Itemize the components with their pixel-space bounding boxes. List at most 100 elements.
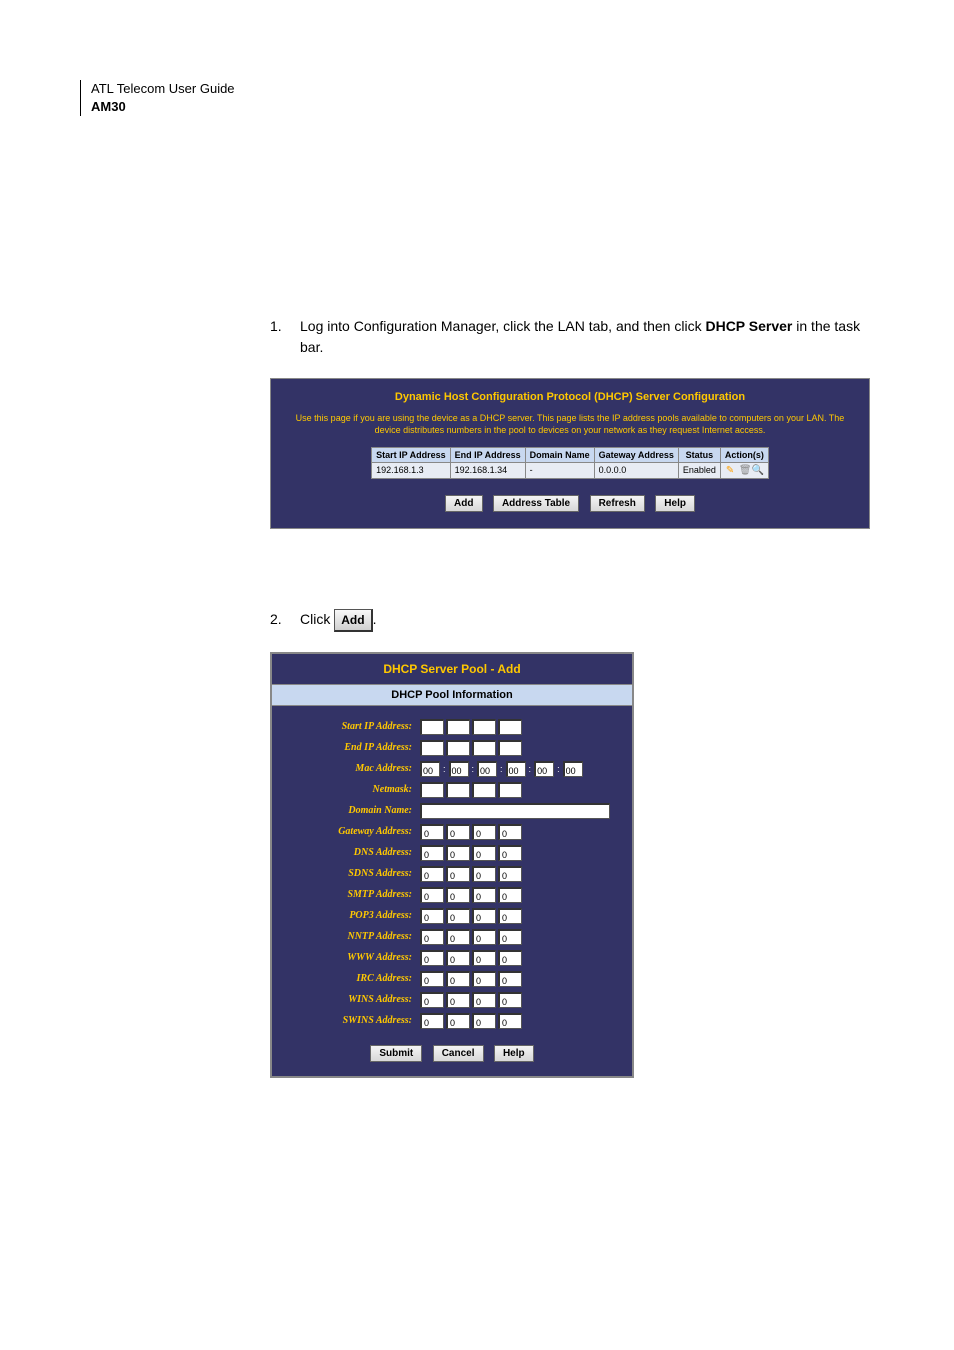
row-netmask: Netmask: — [282, 782, 622, 798]
ip-octet-input[interactable]: 0 — [446, 1013, 470, 1029]
mac-octet-input[interactable]: 00 — [534, 761, 554, 777]
dhcp-pool-add-screenshot: DHCP Server Pool - Add DHCP Pool Informa… — [270, 652, 634, 1078]
ip-octet-input[interactable]: 0 — [472, 824, 496, 840]
edit-icon[interactable]: ✎ — [726, 465, 737, 476]
label-wins: WINS Address: — [282, 994, 420, 1005]
step-text: Log into Configuration Manager, click th… — [300, 316, 870, 358]
ip-octet-input[interactable] — [498, 719, 522, 735]
ip-octet-input[interactable]: 0 — [498, 950, 522, 966]
ip-octet-input[interactable]: 0 — [446, 929, 470, 945]
ip-octet-input[interactable]: 0 — [472, 845, 496, 861]
help-button[interactable]: Help — [655, 495, 695, 512]
ip-octet-input[interactable]: 0 — [498, 908, 522, 924]
ip-octet-input[interactable] — [472, 740, 496, 756]
ip-octet-input[interactable]: 0 — [446, 866, 470, 882]
ip-octet-input[interactable]: 0 — [498, 1013, 522, 1029]
col-start-ip: Start IP Address — [372, 447, 451, 462]
ip-octet-input[interactable]: 0 — [446, 950, 470, 966]
label-smtp: SMTP Address: — [282, 889, 420, 900]
ip-octet-input[interactable]: 0 — [472, 950, 496, 966]
row-sdns: SDNS Address: 0 0 0 0 — [282, 866, 622, 882]
ip-octet-input[interactable]: 0 — [420, 824, 444, 840]
add-button-image: Add — [334, 609, 372, 632]
ip-octet-input[interactable]: 0 — [420, 1013, 444, 1029]
row-start-ip: Start IP Address: — [282, 719, 622, 735]
ip-octet-input[interactable]: 0 — [498, 866, 522, 882]
address-table-button[interactable]: Address Table — [493, 495, 579, 512]
cell-actions: ✎🗑🔍 — [720, 462, 768, 478]
ip-octet-input[interactable]: 0 — [446, 971, 470, 987]
ip-octet-input[interactable] — [446, 782, 470, 798]
step-number: 2. — [270, 609, 300, 632]
ip-octet-input[interactable]: 0 — [472, 887, 496, 903]
ip-octet-input[interactable] — [472, 719, 496, 735]
col-end-ip: End IP Address — [450, 447, 525, 462]
view-icon[interactable]: 🔍 — [752, 465, 763, 476]
row-nntp: NNTP Address: 0 0 0 0 — [282, 929, 622, 945]
ip-octet-input[interactable]: 0 — [498, 929, 522, 945]
ip-octet-input[interactable]: 0 — [420, 887, 444, 903]
cell-status: Enabled — [678, 462, 720, 478]
table-header-row: Start IP Address End IP Address Domain N… — [372, 447, 769, 462]
ip-octet-input[interactable]: 0 — [498, 971, 522, 987]
mac-octet-input[interactable]: 00 — [563, 761, 583, 777]
mac-octet-input[interactable]: 00 — [449, 761, 469, 777]
ip-octet-input[interactable]: 0 — [472, 971, 496, 987]
screenshot-title: Dynamic Host Configuration Protocol (DHC… — [285, 391, 855, 403]
help-button[interactable]: Help — [494, 1045, 534, 1062]
cancel-button[interactable]: Cancel — [433, 1045, 484, 1062]
label-irc: IRC Address: — [282, 973, 420, 984]
ip-octet-input[interactable]: 0 — [420, 908, 444, 924]
dhcp-pool-table: Start IP Address End IP Address Domain N… — [371, 447, 769, 479]
header-line1: ATL Telecom User Guide — [91, 80, 874, 98]
add-button[interactable]: Add — [445, 495, 482, 512]
ip-octet-input[interactable]: 0 — [472, 908, 496, 924]
ip-octet-input[interactable]: 0 — [420, 971, 444, 987]
label-pop3: POP3 Address: — [282, 910, 420, 921]
domain-name-input[interactable] — [420, 803, 610, 819]
form-subtitle: DHCP Pool Information — [272, 684, 632, 706]
ip-octet-input[interactable]: 0 — [420, 950, 444, 966]
button-row: Add Address Table Refresh Help — [285, 493, 855, 512]
ip-octet-input[interactable]: 0 — [498, 887, 522, 903]
submit-button[interactable]: Submit — [370, 1045, 422, 1062]
ip-octet-input[interactable]: 0 — [498, 824, 522, 840]
ip-octet-input[interactable]: 0 — [472, 1013, 496, 1029]
ip-octet-input[interactable]: 0 — [420, 992, 444, 1008]
ip-octet-input[interactable]: 0 — [498, 992, 522, 1008]
mac-octet-input[interactable]: 00 — [477, 761, 497, 777]
ip-octet-input[interactable]: 0 — [472, 992, 496, 1008]
ip-octet-input[interactable]: 0 — [472, 866, 496, 882]
ip-octet-input[interactable] — [446, 740, 470, 756]
ip-octet-input[interactable]: 0 — [420, 866, 444, 882]
ip-octet-input[interactable]: 0 — [446, 824, 470, 840]
delete-icon[interactable]: 🗑 — [739, 465, 750, 476]
ip-octet-input[interactable]: 0 — [446, 887, 470, 903]
form-button-row: Submit Cancel Help — [282, 1043, 622, 1062]
ip-octet-input[interactable] — [420, 740, 444, 756]
mac-octet-input[interactable]: 00 — [420, 761, 440, 777]
ip-octet-input[interactable] — [420, 719, 444, 735]
ip-octet-input[interactable] — [446, 719, 470, 735]
ip-octet-input[interactable]: 0 — [420, 845, 444, 861]
ip-octet-input[interactable]: 0 — [498, 845, 522, 861]
mac-octet-input[interactable]: 00 — [506, 761, 526, 777]
label-start-ip: Start IP Address: — [282, 721, 420, 732]
row-gateway: Gateway Address: 0 0 0 0 — [282, 824, 622, 840]
ip-octet-input[interactable]: 0 — [420, 929, 444, 945]
ip-octet-input[interactable] — [472, 782, 496, 798]
refresh-button[interactable]: Refresh — [590, 495, 645, 512]
label-www: WWW Address: — [282, 952, 420, 963]
row-domain: Domain Name: — [282, 803, 622, 819]
label-nntp: NNTP Address: — [282, 931, 420, 942]
ip-octet-input[interactable]: 0 — [472, 929, 496, 945]
ip-octet-input[interactable]: 0 — [446, 908, 470, 924]
document-header: ATL Telecom User Guide AM30 — [80, 80, 874, 116]
col-status: Status — [678, 447, 720, 462]
ip-octet-input[interactable] — [420, 782, 444, 798]
ip-octet-input[interactable] — [498, 782, 522, 798]
ip-octet-input[interactable] — [498, 740, 522, 756]
ip-octet-input[interactable]: 0 — [446, 992, 470, 1008]
table-row: 192.168.1.3 192.168.1.34 - 0.0.0.0 Enabl… — [372, 462, 769, 478]
ip-octet-input[interactable]: 0 — [446, 845, 470, 861]
